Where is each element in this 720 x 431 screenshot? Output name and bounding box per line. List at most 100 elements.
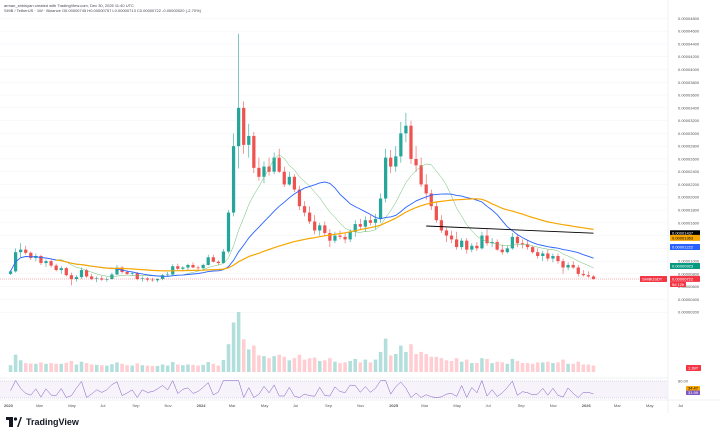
volume-bar [404, 351, 408, 372]
candle [39, 254, 43, 265]
price-tag: 0.00001222 [670, 243, 700, 250]
candle [525, 240, 530, 250]
candle [424, 174, 428, 200]
price-label: 0.00000400 [678, 297, 700, 302]
price-tag: 0.00000923 [670, 263, 700, 270]
volume-bar [571, 363, 575, 372]
candle [313, 215, 317, 235]
svg-text:SHIBUSDT: SHIBUSDT [642, 277, 663, 282]
volume-bar [470, 363, 474, 372]
volume-bar [530, 363, 535, 372]
volume-bar [221, 359, 226, 372]
volume-bar [490, 363, 494, 372]
price-axis[interactable]: 0.00004800 0.00004600 0.00004400 0.00004200… [678, 16, 700, 315]
svg-text:0.00000923: 0.00000923 [672, 264, 694, 269]
candle [571, 261, 575, 269]
svg-text:34.47: 34.47 [688, 386, 699, 391]
candle [378, 193, 383, 223]
volume-bar [94, 364, 99, 372]
candle [515, 234, 520, 248]
svg-text:1.39T: 1.39T [688, 366, 699, 371]
time-axis[interactable]: 2023 Mar May Jul Sep Nov 2024 Mar May Jul Sep Nov 20… [4, 403, 683, 408]
volume-bar [29, 363, 33, 372]
volume-bar [196, 365, 200, 372]
volume-bar [241, 339, 246, 372]
volume-bar [186, 364, 190, 372]
volume-bar [591, 365, 596, 372]
price-label: 0.00000600 [678, 284, 700, 289]
time-label: 2023 [4, 403, 14, 408]
volume-bar [54, 363, 58, 372]
time-label: 2026 [582, 403, 592, 408]
volume-bar [145, 365, 150, 372]
volume-bar [373, 359, 378, 372]
time-label: Mar [229, 403, 237, 408]
volume-bar [23, 363, 28, 372]
candle [434, 202, 438, 223]
volume-bar [383, 338, 388, 372]
candle [216, 260, 220, 265]
candle [191, 262, 195, 269]
volume-bar [368, 362, 373, 372]
volume-bar [130, 365, 134, 372]
candle [541, 250, 545, 262]
volume-tag: 1.39T [686, 365, 701, 371]
candle [439, 215, 444, 234]
volume-bar [176, 364, 180, 372]
svg-text:31.99: 31.99 [688, 390, 699, 395]
candle [64, 266, 68, 277]
candle [556, 253, 560, 264]
svg-text:5d 12h: 5d 12h [672, 282, 684, 287]
time-label: Jul [486, 403, 491, 408]
volume-bar [257, 355, 261, 372]
candle [29, 251, 33, 260]
candle [24, 245, 28, 255]
tradingview-logo[interactable]: TradingView [6, 417, 79, 427]
brand-name: TradingView [26, 417, 79, 427]
volume-bar [110, 364, 114, 372]
volume-bar [520, 363, 525, 372]
candle [323, 221, 327, 236]
price-label: 0.00004200 [678, 54, 700, 59]
price-label: 0.00003600 [678, 93, 700, 98]
candle [358, 218, 362, 230]
tradingview-icon [6, 417, 22, 427]
rsi-tag: 34.47 [686, 386, 700, 391]
volume-bar [277, 354, 281, 372]
candle [475, 241, 479, 251]
candle [287, 171, 291, 186]
candle [505, 245, 509, 254]
svg-text:0.00001363: 0.00001363 [672, 235, 694, 240]
candle [449, 230, 454, 244]
rsi-tag: 31.99 [686, 390, 700, 395]
time-label: Nov [357, 403, 364, 408]
volume-bar [39, 362, 43, 372]
price-label: 0.00003400 [678, 105, 700, 110]
time-label: Mar [421, 403, 429, 408]
candle [566, 262, 570, 271]
volume-bar [34, 363, 38, 372]
volume-bar [292, 358, 297, 372]
candle [546, 249, 550, 262]
candle [318, 222, 322, 236]
volume-bar [282, 356, 287, 372]
symbol-tag: SHIBUSDT [640, 276, 667, 283]
candle [333, 231, 337, 244]
volume-bar [510, 358, 515, 372]
candle [95, 276, 99, 283]
candle [160, 273, 165, 281]
volume-bar [252, 345, 256, 372]
volume-bar [414, 354, 418, 372]
volume-bar [480, 358, 484, 372]
volume-bar [541, 362, 545, 372]
candle [368, 215, 373, 226]
volume-bar [44, 363, 48, 372]
candle [150, 277, 155, 282]
candle [520, 239, 525, 249]
candle [485, 229, 489, 246]
candle [105, 277, 109, 282]
volume-bar [181, 365, 185, 372]
candle [561, 258, 565, 274]
